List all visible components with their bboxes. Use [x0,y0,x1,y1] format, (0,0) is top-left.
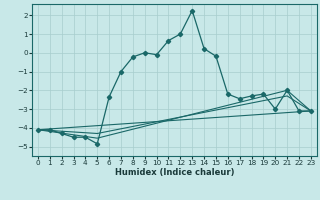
X-axis label: Humidex (Indice chaleur): Humidex (Indice chaleur) [115,168,234,177]
